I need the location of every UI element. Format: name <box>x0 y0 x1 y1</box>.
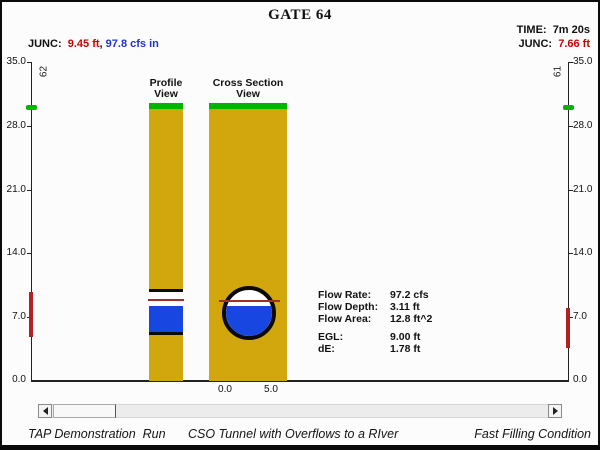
footer-condition: Fast Filling Condition <box>474 427 591 441</box>
footer-run-title: TAP Demonstration Run <box>28 427 166 441</box>
left-tick-label: 21.0 <box>6 184 26 195</box>
junc-inflow-value: 97.8 cfs in <box>105 38 159 50</box>
right-tick-label: 28.0 <box>573 120 593 131</box>
scroll-left-button[interactable] <box>38 404 52 418</box>
pipe-water <box>226 306 272 336</box>
scrollbar-thumb[interactable] <box>53 404 116 418</box>
stat-row: Flow Area: 12.8 ft^2 <box>318 313 433 325</box>
stat-row: Flow Depth: 3.11 ft <box>318 301 420 313</box>
right-tick-label: 14.0 <box>573 247 593 258</box>
profile-pipe-crown-line <box>149 289 183 292</box>
left-axis-tick <box>27 190 32 191</box>
pipe-cross-section <box>222 286 276 340</box>
junc-label-right: JUNC: <box>518 38 559 50</box>
page-title: GATE 64 <box>268 7 332 23</box>
stat-row: dE: 1.78 ft <box>318 343 421 355</box>
separator: , <box>99 38 106 50</box>
left-y-axis-line <box>31 62 32 381</box>
cross-shaft <box>209 109 287 381</box>
right-tick-label: 35.0 <box>573 56 593 67</box>
right-axis-tick <box>568 62 573 63</box>
junc-depth-value-right: 7.66 ft <box>558 38 590 50</box>
right-tick-label: 0.0 <box>573 374 587 385</box>
left-arrow-icon <box>42 407 48 415</box>
left-tick-label: 28.0 <box>6 120 26 131</box>
profile-pipe-invert-line <box>149 332 183 335</box>
profile-ground-cap <box>149 103 183 109</box>
right-water-level-marker <box>566 308 570 348</box>
time-scrollbar[interactable] <box>38 404 562 418</box>
right-axis-tick <box>568 190 573 191</box>
footer-project-title: CSO Tunnel with Overflows to a RIver <box>188 427 399 441</box>
flow-stats-panel: Flow Rate: 97.2 cfs Flow Depth: 3.11 ft Fl… <box>318 289 432 355</box>
left-node-id-label: 62 <box>38 65 50 78</box>
junc-label: JUNC: <box>28 38 68 50</box>
left-ground-level-marker <box>26 105 37 110</box>
left-junction-status: JUNC: 9.45 ft, 97.8 cfs in <box>28 38 159 50</box>
profile-view-label: Profile View <box>149 77 183 100</box>
cross-ground-cap <box>209 103 287 109</box>
left-water-level-marker <box>29 292 33 337</box>
left-tick-label: 14.0 <box>6 247 26 258</box>
left-axis-tick <box>27 126 32 127</box>
x-tick-label: 0.0 <box>218 384 232 395</box>
profile-egl-line <box>148 299 184 301</box>
left-axis-tick <box>27 253 32 254</box>
right-axis-tick <box>568 253 573 254</box>
right-status-block: TIME: 7m 20s JUNC: 7.66 ft <box>517 23 590 51</box>
right-y-axis-line <box>568 62 569 381</box>
time-label: TIME: <box>516 24 553 36</box>
bottom-axis-line <box>31 380 569 382</box>
right-tick-label: 21.0 <box>573 184 593 195</box>
x-tick-label: 5.0 <box>264 384 278 395</box>
profile-water <box>149 306 183 332</box>
right-ground-level-marker <box>563 105 574 110</box>
stat-row: EGL: 9.00 ft <box>318 331 421 343</box>
stat-row: Flow Rate: 97.2 cfs <box>318 289 429 301</box>
cross-egl-line <box>219 300 280 302</box>
left-axis-tick <box>27 62 32 63</box>
right-axis-tick <box>568 126 573 127</box>
right-tick-label: 7.0 <box>573 311 587 322</box>
right-axis-tick <box>568 317 573 318</box>
junc-depth-value: 9.45 ft <box>67 38 100 50</box>
cross-section-view-label: Cross Section View <box>212 77 284 100</box>
right-node-id-label: 61 <box>552 65 564 78</box>
left-tick-label: 7.0 <box>12 311 26 322</box>
left-tick-label: 0.0 <box>12 374 26 385</box>
right-arrow-icon <box>552 407 558 415</box>
left-tick-label: 35.0 <box>6 56 26 67</box>
scroll-right-button[interactable] <box>548 404 562 418</box>
profile-shaft <box>149 109 183 381</box>
time-value: 7m 20s <box>552 24 590 36</box>
